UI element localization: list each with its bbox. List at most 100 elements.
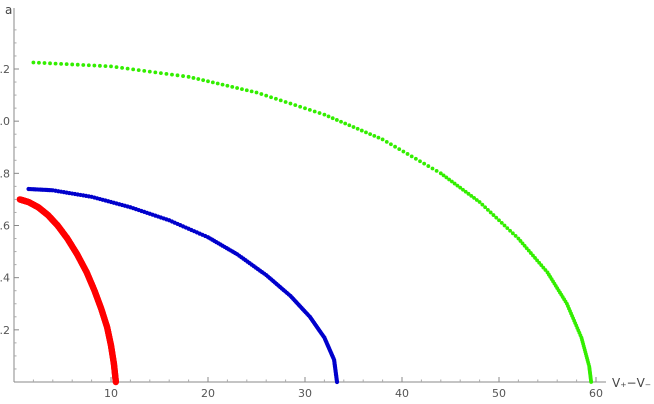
data-point	[274, 96, 278, 101]
series-2	[26, 186, 340, 385]
data-point	[92, 63, 97, 68]
x-tick-label: 20	[201, 387, 215, 400]
data-point	[405, 152, 410, 156]
data-point	[497, 218, 501, 223]
data-point	[441, 173, 446, 178]
data-point	[53, 61, 58, 66]
data-point	[426, 164, 431, 168]
y-tick-label: 0.2	[0, 324, 10, 337]
data-point	[288, 101, 293, 106]
data-point	[434, 169, 439, 173]
data-point	[164, 71, 169, 76]
data-point	[397, 147, 402, 152]
y-tick-label: 1.0	[0, 115, 10, 128]
data-point	[269, 95, 273, 100]
data-point	[452, 181, 457, 186]
data-point	[142, 68, 147, 73]
data-point	[264, 93, 269, 98]
x-tick-label: 50	[492, 387, 506, 400]
data-point	[502, 223, 507, 228]
data-point	[449, 179, 454, 184]
data-point	[125, 66, 130, 71]
data-point	[196, 77, 201, 81]
data-point	[136, 68, 141, 73]
series-3	[31, 60, 594, 384]
data-point	[505, 226, 510, 231]
data-point	[376, 135, 381, 140]
data-point	[444, 175, 449, 180]
data-point	[510, 231, 515, 236]
y-tick-label: 0.4	[0, 272, 10, 285]
x-tick-label: 40	[395, 387, 409, 400]
y-tick-label: 0.8	[0, 167, 10, 180]
x-tick-label: 60	[589, 387, 603, 400]
data-point	[186, 74, 191, 79]
data-point	[472, 196, 476, 200]
data-point	[384, 139, 389, 144]
data-point	[326, 114, 331, 119]
data-point	[477, 200, 482, 204]
data-point	[249, 89, 254, 94]
data-point	[86, 63, 91, 68]
data-point	[372, 133, 377, 138]
data-point	[114, 65, 119, 70]
data-point	[589, 380, 594, 384]
data-point	[147, 69, 152, 74]
data-point	[491, 213, 496, 217]
data-point	[293, 103, 298, 108]
data-point	[480, 202, 485, 207]
data-point	[368, 132, 373, 137]
data-point	[81, 63, 86, 67]
data-point	[259, 92, 264, 96]
data-point	[469, 193, 474, 198]
data-point	[109, 64, 113, 69]
x-ticks: 10 20 30 40 50 60	[32, 377, 603, 400]
data-point	[447, 177, 452, 182]
data-point	[235, 86, 240, 90]
data-point	[64, 62, 69, 67]
data-point	[389, 142, 393, 147]
data-point	[494, 215, 499, 220]
data-point	[317, 111, 322, 115]
series-1	[16, 196, 120, 386]
data-point	[298, 104, 303, 109]
data-point	[488, 210, 493, 215]
data-point	[59, 61, 64, 66]
data-point	[31, 60, 36, 65]
data-point	[499, 220, 504, 225]
data-point	[220, 82, 225, 87]
data-point	[210, 80, 215, 85]
data-point	[343, 121, 348, 126]
data-point	[48, 61, 52, 66]
data-point	[334, 379, 340, 385]
data-point	[458, 185, 463, 190]
data-point	[486, 207, 490, 212]
data-point	[393, 144, 397, 149]
data-point	[170, 72, 174, 77]
data-point	[322, 112, 327, 117]
data-point	[201, 78, 206, 83]
data-point	[230, 84, 235, 89]
data-point	[438, 171, 443, 176]
data-point	[283, 100, 288, 104]
data-point	[380, 137, 385, 142]
data-point	[215, 81, 220, 86]
data-point	[37, 60, 41, 65]
data-point	[330, 116, 335, 121]
data-point	[483, 205, 488, 210]
data-point	[191, 76, 196, 80]
data-point	[175, 73, 180, 78]
data-point	[153, 70, 158, 75]
y-ticks: 0.2 0.4 0.6 0.8 1.0 1.2	[0, 29, 19, 370]
x-axis-label: V₊−V₋	[612, 376, 651, 390]
data-point	[240, 87, 244, 92]
data-point	[158, 71, 163, 75]
data-point	[70, 62, 75, 67]
data-point	[75, 62, 80, 67]
data-point	[181, 74, 185, 78]
y-tick-label: 0.6	[0, 220, 10, 233]
data-point	[312, 109, 317, 114]
axes: 10 20 30 40 50 60 0.2 0.4 0.6 0.8 1.0 1.2	[0, 8, 606, 400]
data-point	[225, 83, 230, 88]
